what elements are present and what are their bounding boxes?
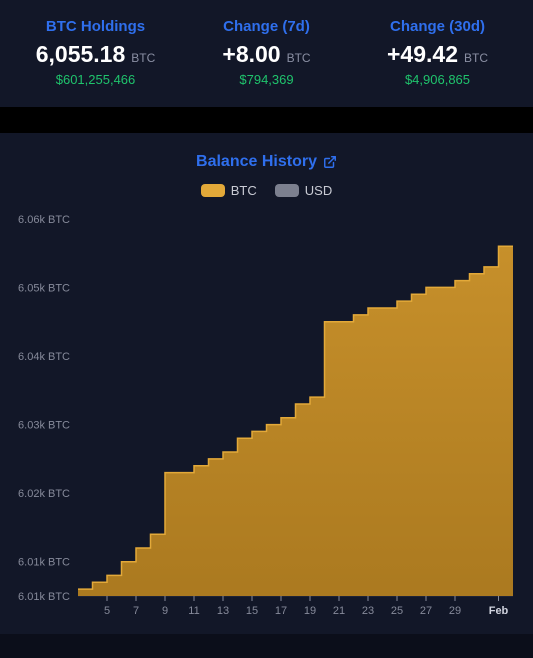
chart-title-link[interactable]: Balance History bbox=[196, 153, 337, 171]
stat-usd: $794,369 bbox=[181, 72, 352, 87]
svg-text:6.01k BTC: 6.01k BTC bbox=[18, 591, 70, 603]
stats-row: BTC Holdings 6,055.18 BTC $601,255,466 C… bbox=[0, 0, 533, 107]
stat-title: Change (30d) bbox=[352, 18, 523, 35]
svg-text:19: 19 bbox=[304, 605, 316, 617]
stat-usd: $601,255,466 bbox=[10, 72, 181, 87]
stat-usd: $4,906,865 bbox=[352, 72, 523, 87]
stat-unit: BTC bbox=[131, 51, 155, 65]
chart-title-text: Balance History bbox=[196, 153, 317, 171]
svg-text:6.02k BTC: 6.02k BTC bbox=[18, 488, 70, 500]
balance-history-chart: 6.01k BTC 6.01k BTC 6.02k BTC 6.03k BTC 6.04… bbox=[10, 204, 523, 624]
svg-text:11: 11 bbox=[188, 605, 199, 617]
svg-text:15: 15 bbox=[246, 605, 258, 617]
svg-text:25: 25 bbox=[391, 605, 403, 617]
svg-text:5: 5 bbox=[104, 605, 110, 617]
legend-swatch bbox=[275, 184, 299, 197]
chart-section: Balance History BTC USD 6.01k BTC6.01k B… bbox=[0, 133, 533, 634]
stat-value: +49.42 bbox=[387, 41, 458, 68]
legend: BTC USD bbox=[10, 183, 523, 198]
svg-text:6.03k BTC: 6.03k BTC bbox=[18, 420, 70, 432]
chart-title-row: Balance History bbox=[10, 153, 523, 171]
stat-value-row: +8.00 BTC bbox=[181, 41, 352, 68]
stat-title: BTC Holdings bbox=[10, 18, 181, 35]
stat-holdings: BTC Holdings 6,055.18 BTC $601,255,466 bbox=[10, 18, 181, 87]
legend-label: USD bbox=[305, 183, 332, 198]
svg-text:17: 17 bbox=[275, 605, 287, 617]
external-link-icon bbox=[323, 155, 337, 169]
stat-value-row: 6,055.18 BTC bbox=[10, 41, 181, 68]
svg-text:6.04k BTC: 6.04k BTC bbox=[18, 351, 70, 363]
svg-text:6.01k BTC: 6.01k BTC bbox=[18, 557, 70, 569]
legend-item-usd[interactable]: USD bbox=[275, 183, 332, 198]
stat-value: +8.00 bbox=[222, 41, 280, 68]
svg-text:9: 9 bbox=[162, 605, 168, 617]
chart-canvas: 6.01k BTC 6.01k BTC 6.02k BTC 6.03k BTC 6.04… bbox=[10, 204, 523, 624]
stat-value-row: +49.42 BTC bbox=[352, 41, 523, 68]
stat-change-30d: Change (30d) +49.42 BTC $4,906,865 bbox=[352, 18, 523, 87]
svg-text:29: 29 bbox=[449, 605, 461, 617]
svg-text:23: 23 bbox=[362, 605, 374, 617]
legend-swatch bbox=[201, 184, 225, 197]
svg-text:27: 27 bbox=[420, 605, 432, 617]
svg-text:6.06k BTC: 6.06k BTC bbox=[18, 214, 70, 226]
stat-value: 6,055.18 bbox=[36, 41, 126, 68]
legend-label: BTC bbox=[231, 183, 257, 198]
svg-text:13: 13 bbox=[217, 605, 229, 617]
svg-text:7: 7 bbox=[133, 605, 139, 617]
legend-item-btc[interactable]: BTC bbox=[201, 183, 257, 198]
stat-unit: BTC bbox=[464, 51, 488, 65]
section-divider bbox=[0, 107, 533, 133]
stat-change-7d: Change (7d) +8.00 BTC $794,369 bbox=[181, 18, 352, 87]
svg-text:Feb: Feb bbox=[489, 605, 509, 617]
stat-unit: BTC bbox=[287, 51, 311, 65]
stat-title: Change (7d) bbox=[181, 18, 352, 35]
svg-text:21: 21 bbox=[333, 605, 345, 617]
svg-text:6.05k BTC: 6.05k BTC bbox=[18, 282, 70, 294]
